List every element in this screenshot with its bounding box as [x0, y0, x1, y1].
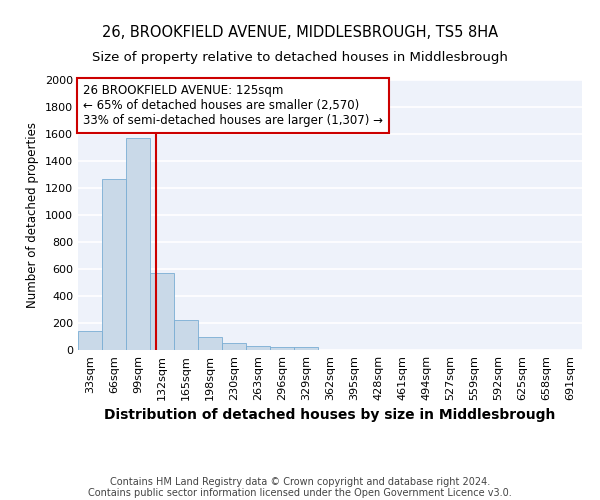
Y-axis label: Number of detached properties: Number of detached properties — [26, 122, 40, 308]
Text: Size of property relative to detached houses in Middlesbrough: Size of property relative to detached ho… — [92, 51, 508, 64]
Bar — [223, 344, 245, 350]
X-axis label: Distribution of detached houses by size in Middlesbrough: Distribution of detached houses by size … — [104, 408, 556, 422]
Bar — [199, 336, 221, 350]
Bar — [295, 348, 317, 350]
Bar — [271, 348, 293, 350]
Bar — [103, 178, 125, 350]
Text: Contains HM Land Registry data © Crown copyright and database right 2024.
Contai: Contains HM Land Registry data © Crown c… — [88, 476, 512, 498]
Bar — [151, 273, 173, 350]
Bar — [247, 346, 269, 350]
Bar — [175, 320, 197, 350]
Text: 26, BROOKFIELD AVENUE, MIDDLESBROUGH, TS5 8HA: 26, BROOKFIELD AVENUE, MIDDLESBROUGH, TS… — [102, 25, 498, 40]
Text: 26 BROOKFIELD AVENUE: 125sqm
← 65% of detached houses are smaller (2,570)
33% of: 26 BROOKFIELD AVENUE: 125sqm ← 65% of de… — [83, 84, 383, 127]
Bar — [79, 331, 101, 350]
Bar — [127, 138, 149, 350]
